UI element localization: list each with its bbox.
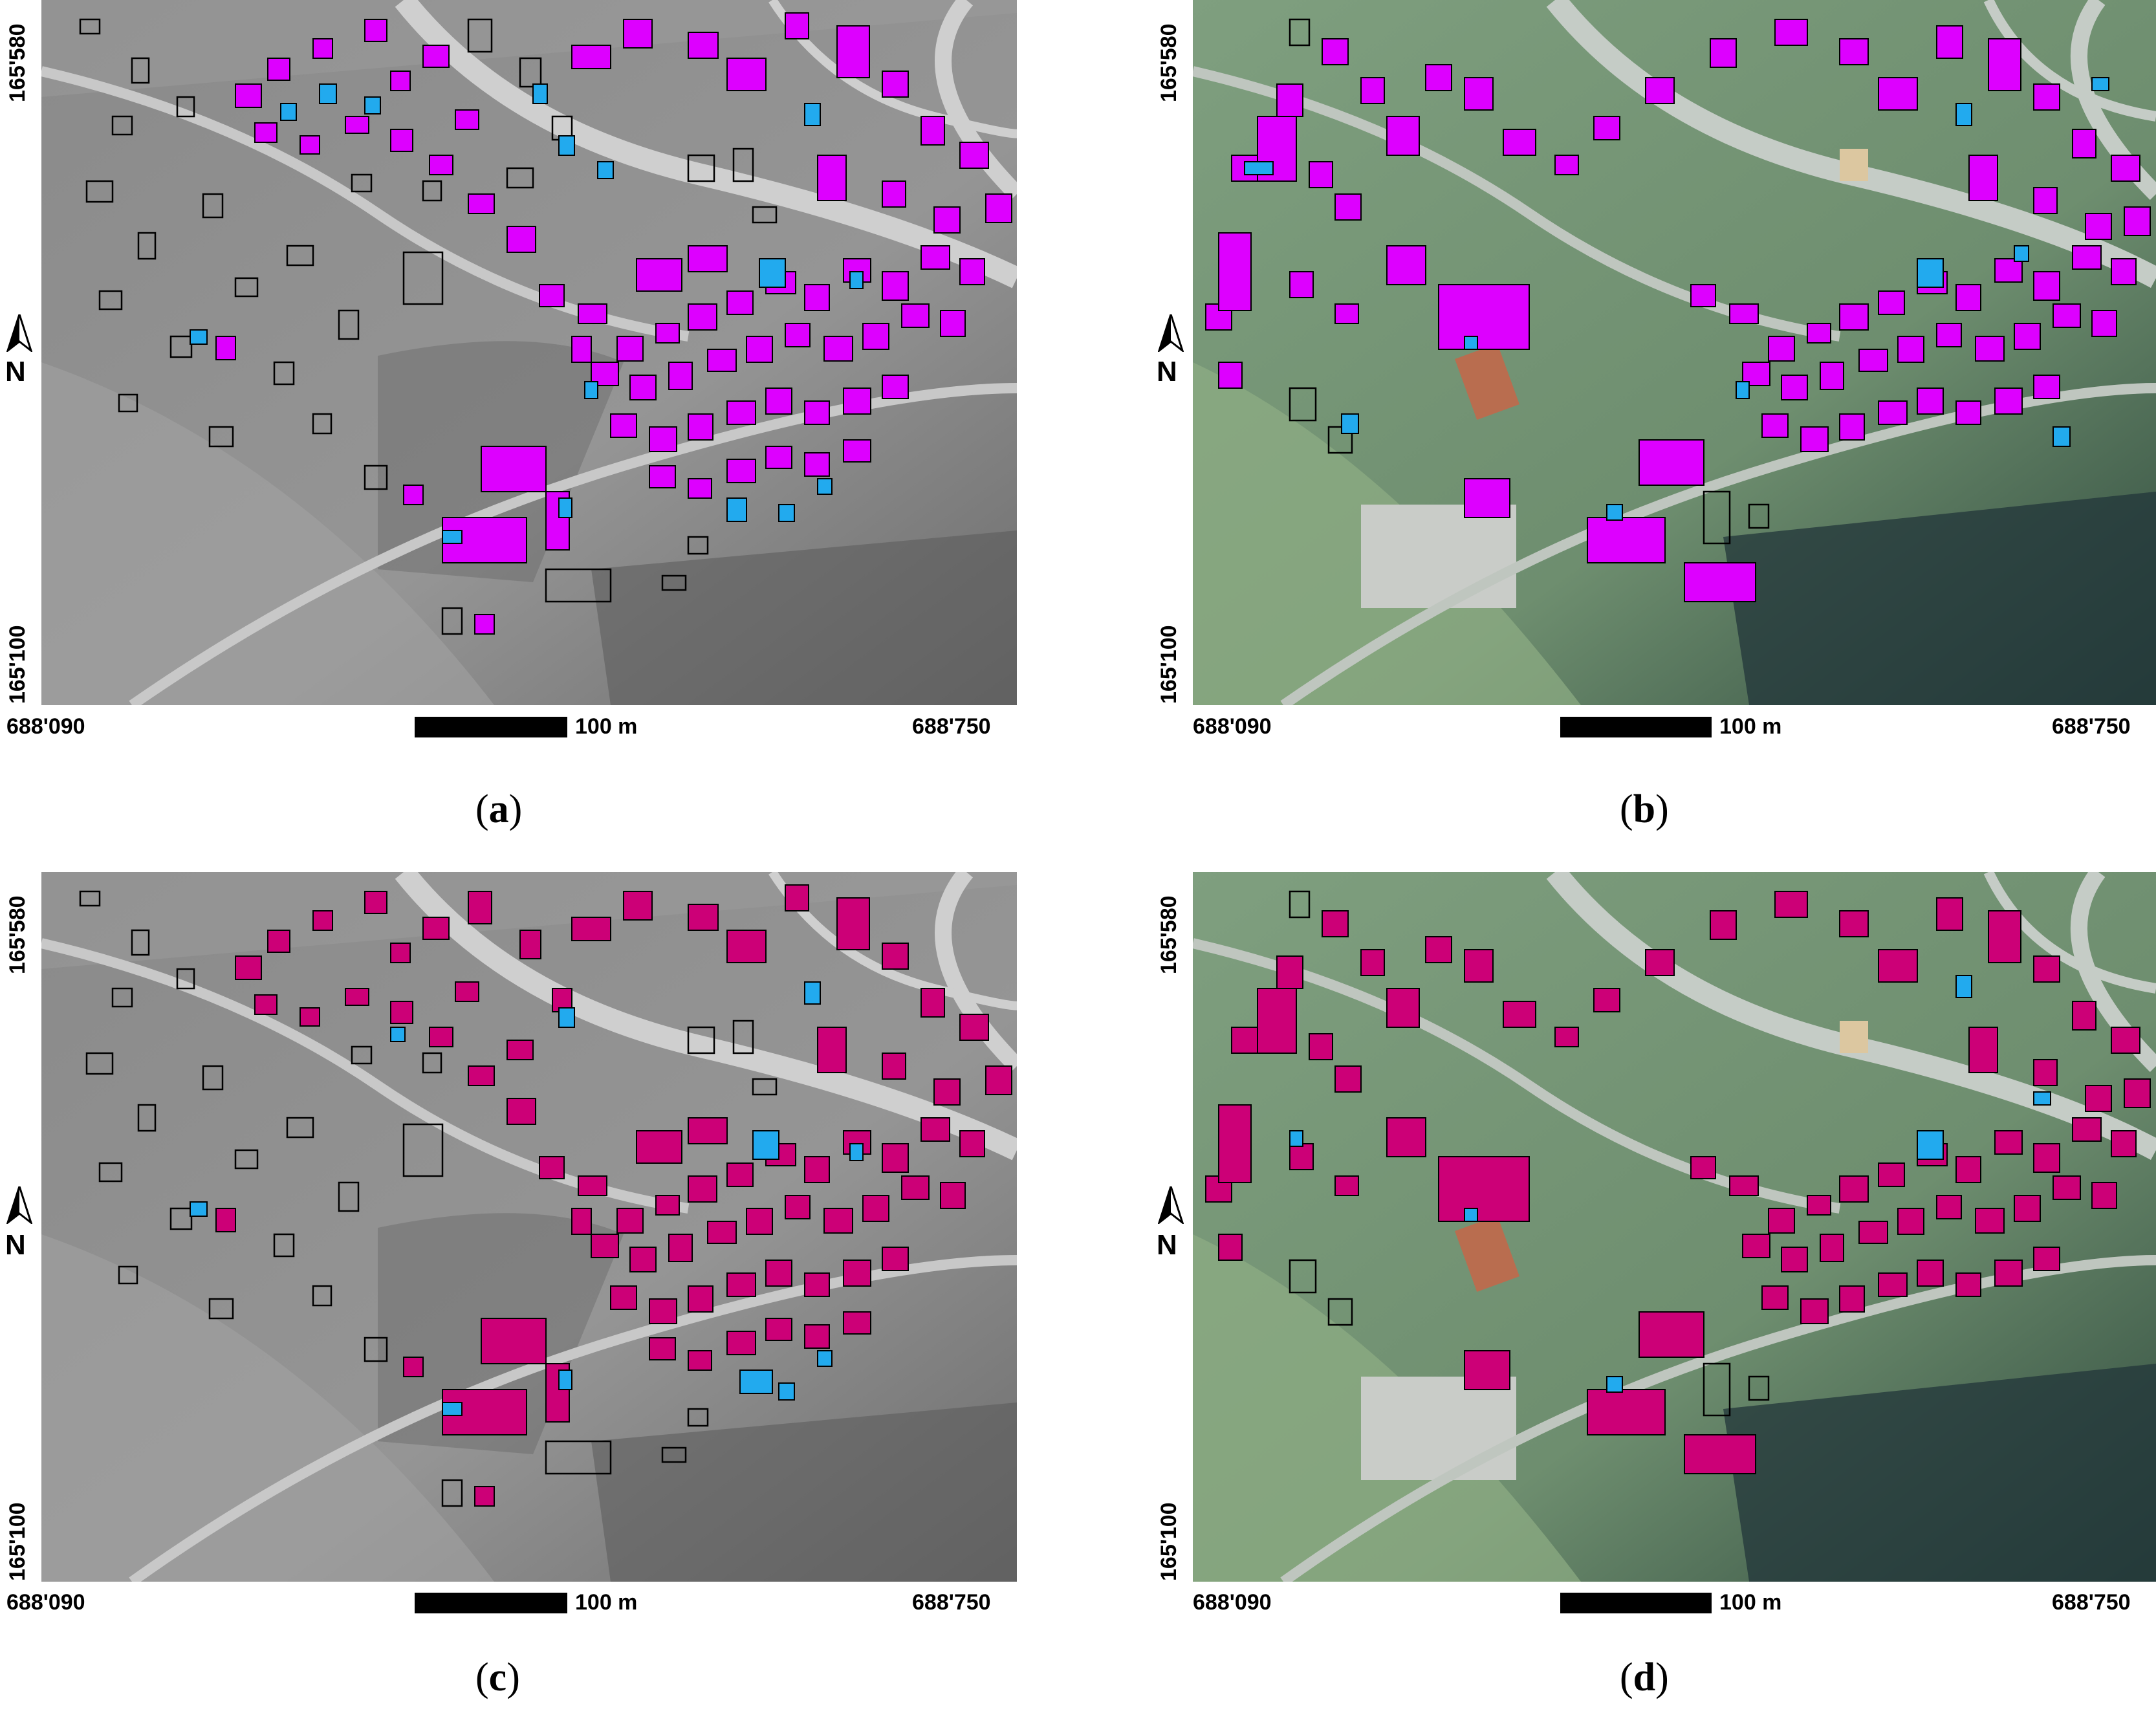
- caption-letter-c: c: [488, 1655, 507, 1699]
- coord-y-min-a: 165'100: [5, 625, 30, 704]
- panel-a: 165'580 165'100 N 688'090 100 m 688'750 …: [0, 0, 1067, 841]
- caption-a: (a): [475, 787, 523, 831]
- caption-letter-b: b: [1633, 787, 1656, 831]
- coord-x-min-b: 688'090: [1193, 714, 1272, 739]
- north-arrow-icon: [6, 1186, 32, 1224]
- coord-y-min-b: 165'100: [1157, 625, 1181, 704]
- caption-b: (b): [1620, 787, 1669, 831]
- caption-letter-a: a: [488, 787, 509, 831]
- north-label-b: N: [1157, 356, 1177, 387]
- coord-y-max-c: 165'580: [5, 895, 30, 974]
- scale-bar-a: [415, 717, 567, 737]
- scale-label-a: 100 m: [575, 714, 638, 739]
- coord-x-min-a: 688'090: [6, 714, 85, 739]
- caption-c: (c): [475, 1655, 520, 1699]
- coord-x-max-c: 688'750: [912, 1590, 991, 1615]
- map-image-c: [41, 872, 1017, 1582]
- coord-y-max-d: 165'580: [1157, 895, 1181, 974]
- north-arrow-icon: [1158, 1186, 1184, 1224]
- scale-label-d: 100 m: [1719, 1590, 1782, 1615]
- coord-x-max-b: 688'750: [2052, 714, 2131, 739]
- panel-c: 165'580 165'100 N 688'090 100 m 688'750 …: [0, 872, 1067, 1713]
- north-label-a: N: [5, 356, 26, 387]
- map-image-d: [1193, 872, 2156, 1582]
- caption-d: (d): [1620, 1655, 1669, 1699]
- caption-letter-d: d: [1633, 1655, 1656, 1699]
- north-arrow-icon: [6, 314, 32, 352]
- scale-bar-b: [1560, 717, 1712, 737]
- panel-b: 165'580 165'100 N 688'090 100 m 688'750 …: [1078, 0, 2156, 841]
- scale-bar-c: [415, 1593, 567, 1613]
- north-label-d: N: [1157, 1229, 1177, 1261]
- north-arrow-icon: [1158, 314, 1184, 352]
- scale-label-c: 100 m: [575, 1590, 638, 1615]
- map-image-b: [1193, 0, 2156, 705]
- coord-x-min-c: 688'090: [6, 1590, 85, 1615]
- scale-label-b: 100 m: [1719, 714, 1782, 739]
- coord-x-max-d: 688'750: [2052, 1590, 2131, 1615]
- coord-x-max-a: 688'750: [912, 714, 991, 739]
- scale-bar-d: [1560, 1593, 1712, 1613]
- north-label-c: N: [5, 1229, 26, 1261]
- coord-y-max-b: 165'580: [1157, 23, 1181, 102]
- coord-y-min-c: 165'100: [5, 1502, 30, 1581]
- coord-x-min-d: 688'090: [1193, 1590, 1272, 1615]
- coord-y-min-d: 165'100: [1157, 1502, 1181, 1581]
- coord-y-max-a: 165'580: [5, 23, 30, 102]
- map-image-a: [41, 0, 1017, 705]
- panel-d: 165'580 165'100 N 688'090 100 m 688'750 …: [1078, 872, 2156, 1713]
